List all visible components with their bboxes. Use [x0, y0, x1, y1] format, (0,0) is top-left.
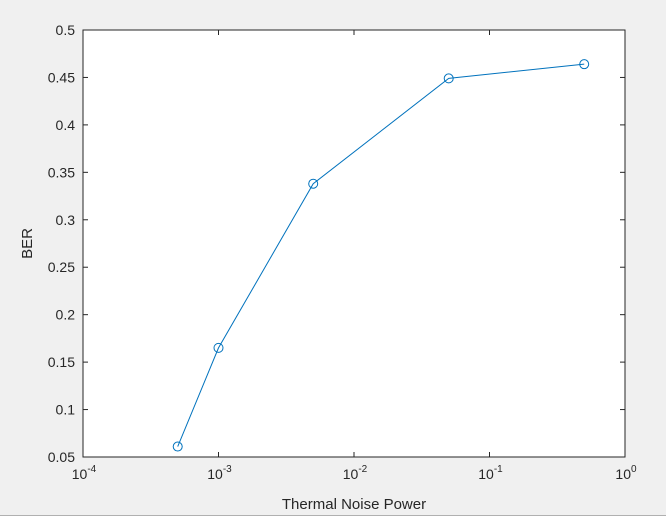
x-tick-label: 10-3 — [207, 464, 232, 482]
y-tick-label: 0.35 — [48, 164, 75, 180]
x-tick-label: 100 — [615, 464, 637, 482]
y-tick-label: 0.05 — [48, 449, 75, 465]
plot-area — [83, 30, 625, 457]
series-group — [172, 59, 590, 452]
y-tick-label: 0.4 — [56, 117, 76, 133]
y-tick-label: 0.1 — [56, 402, 76, 418]
data-point-marker — [172, 441, 183, 452]
tick-labels: 10-4 10-3 10-2 10-1 1000.050.10.150.20.250.3… — [48, 22, 637, 482]
y-axis-label: BER — [19, 228, 36, 259]
x-tick-label: 10-1 — [478, 464, 503, 482]
x-tick-label-base: 10 — [615, 466, 631, 482]
data-point-marker — [213, 342, 224, 353]
y-tick-label: 0.45 — [48, 69, 75, 85]
x-tick-label-exponent: 0 — [631, 464, 637, 475]
x-tick-label-exponent: -3 — [223, 464, 232, 475]
series-line — [177, 63, 585, 447]
x-tick-label: 10-2 — [343, 464, 368, 482]
x-tick-label-exponent: -2 — [358, 464, 367, 475]
x-tick-label-base: 10 — [72, 466, 88, 482]
x-tick-label-base: 10 — [478, 466, 494, 482]
plot-box — [82, 29, 626, 458]
data-point-marker — [579, 59, 590, 70]
x-axis-label: Thermal Noise Power — [282, 496, 426, 513]
y-tick-label: 0.3 — [56, 212, 76, 228]
x-tick-label-base: 10 — [343, 466, 359, 482]
y-tick-label: 0.15 — [48, 354, 75, 370]
data-point-marker — [308, 178, 319, 189]
y-tick-label: 0.2 — [56, 307, 76, 323]
x-tick-label-exponent: -4 — [87, 464, 96, 475]
x-tick-label-exponent: -1 — [494, 464, 503, 475]
data-point-marker — [443, 73, 454, 84]
x-tick-label: 10-4 — [72, 464, 97, 482]
y-tick-label: 0.5 — [56, 22, 76, 38]
y-tick-label: 0.25 — [48, 259, 75, 275]
x-tick-label-base: 10 — [207, 466, 223, 482]
